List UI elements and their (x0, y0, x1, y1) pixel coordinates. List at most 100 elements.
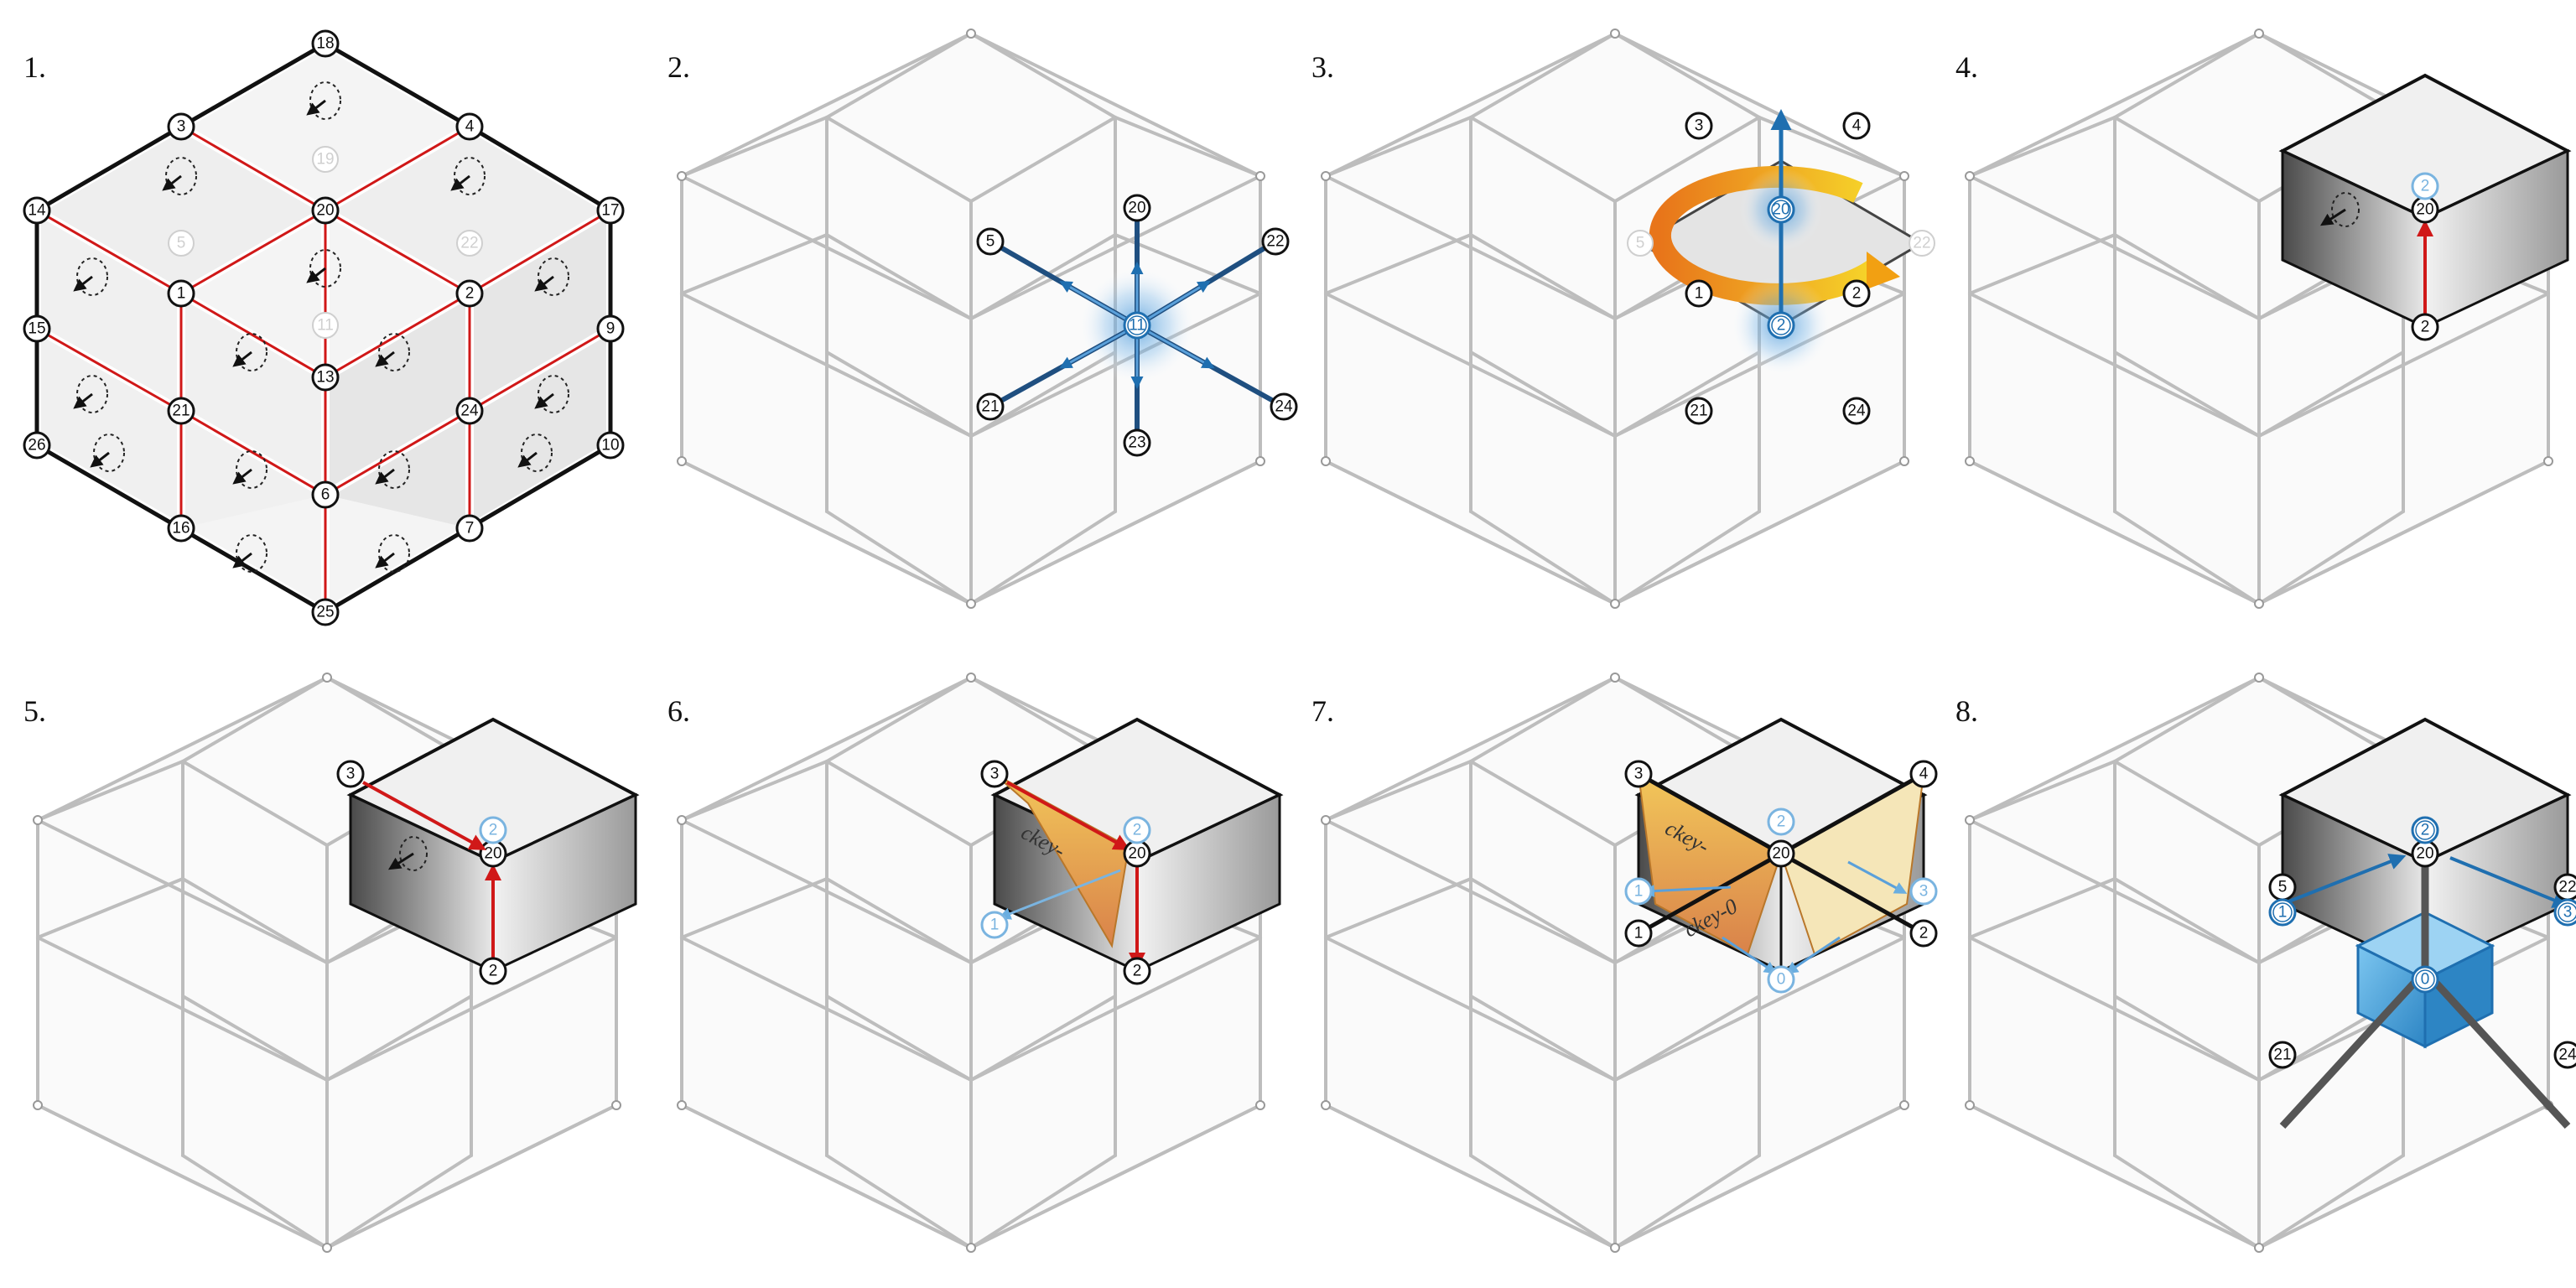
node-24 (2553, 1041, 2576, 1069)
node-1 (1624, 919, 1653, 948)
red-edge (179, 209, 327, 295)
node-22 (456, 230, 483, 257)
rotation-mark (165, 157, 197, 195)
red-arrow (362, 781, 487, 850)
node-20 (311, 196, 340, 225)
node-4 (1842, 112, 1871, 140)
edge (34, 124, 184, 213)
node-label: 22 (1266, 233, 1284, 251)
node-18 (311, 29, 340, 58)
node-label: 24 (2558, 1046, 2576, 1064)
node-label: 1 (1695, 285, 1704, 303)
panel-step-1: 1. 18 3 4 14 20 17 1 2 15 9 21 13 24 26 10 6 16 7 25 5 19 22 11 (23, 29, 625, 626)
step-number: 8. (1955, 694, 1978, 728)
node-9 (596, 314, 625, 343)
node-label: 2 (1852, 285, 1862, 303)
blue-label-1 (1624, 877, 1653, 906)
node-label: 5 (1636, 235, 1645, 252)
step-number: 6. (667, 694, 690, 728)
edge (467, 124, 613, 213)
node-label: 11 (317, 317, 334, 335)
red-edge (468, 209, 612, 295)
node-16 (167, 514, 195, 543)
node-label: 9 (606, 320, 615, 338)
red-edge (468, 327, 612, 413)
node-21 (2268, 1041, 2297, 1069)
node-25 (311, 598, 340, 626)
node-11 (312, 312, 339, 339)
node-label: 20 (1128, 200, 1145, 217)
red-edge (179, 125, 327, 212)
node-24 (1270, 392, 1298, 421)
rotation-mark (538, 257, 569, 296)
node-ring (1127, 315, 1147, 335)
node-ring (1771, 315, 1791, 335)
node-label: 24 (1275, 398, 1293, 416)
node-label: 16 (172, 520, 190, 538)
node-label: 3 (2563, 904, 2573, 922)
node-23 (1123, 428, 1151, 457)
node-label: 26 (28, 437, 45, 454)
red-edge (179, 409, 327, 496)
node-label: 0 (2421, 971, 2430, 989)
node-7 (455, 514, 484, 543)
node-3 (1685, 112, 1713, 140)
node-24 (1842, 397, 1871, 425)
step-number: 7. (1311, 694, 1334, 728)
panel-step-3: 3. 3 4 20 1 2 21 24 2 5 22 (1311, 29, 1935, 609)
red-edge (324, 292, 471, 379)
node-label: 1 (1634, 925, 1644, 943)
rotation-arrow-head (1867, 252, 1900, 289)
node-label: 4 (1919, 766, 1929, 783)
node-3 (1624, 760, 1653, 788)
node-20 (1123, 194, 1151, 222)
node-label: 24 (460, 402, 479, 420)
rotation-mark (236, 534, 267, 573)
node-20 (1767, 839, 1795, 868)
node-label: 15 (28, 320, 45, 338)
node-label: 1 (177, 285, 186, 303)
node-label: 18 (316, 35, 334, 53)
red-edge (35, 327, 183, 413)
step-number: 3. (1311, 50, 1334, 84)
node-label: 2 (489, 822, 498, 839)
node-label: 2 (1133, 822, 1142, 839)
node-label: 1 (2278, 904, 2288, 922)
node-label: 19 (316, 151, 334, 169)
node-5 (168, 230, 195, 257)
rotation-mark (76, 375, 108, 413)
node-label: 5 (177, 235, 186, 252)
step-number: 1. (23, 50, 46, 84)
node-6 (311, 480, 340, 509)
node-3 (167, 112, 195, 141)
panel-step-2: 2. 11 20 5 22 21 24 23 (667, 29, 1298, 609)
node-label: 20 (2416, 845, 2433, 863)
rod (2422, 968, 2571, 1130)
rotation-mark (399, 836, 428, 871)
node-label: 2 (1777, 813, 1786, 831)
node-13 (311, 363, 340, 392)
node-label: 20 (484, 845, 501, 863)
node-1 (1685, 279, 1713, 308)
node-label: 20 (1772, 201, 1789, 219)
edge (323, 41, 472, 129)
step-number: 2. (667, 50, 690, 84)
node-3 (980, 760, 1009, 788)
node-ring (2415, 969, 2435, 989)
node-label: 2 (1777, 317, 1786, 335)
node-label: 20 (2416, 201, 2433, 219)
node-label: 21 (172, 402, 190, 420)
node-label: 3 (1695, 117, 1704, 135)
node-label: 2 (1133, 963, 1142, 980)
node-4 (455, 112, 484, 141)
node-label: 7 (465, 520, 475, 538)
node-label: 23 (1128, 434, 1145, 452)
node-label: 2 (2421, 319, 2430, 336)
rotation-mark (93, 434, 125, 472)
node-2 (1123, 957, 1151, 985)
red-edge (324, 125, 471, 212)
faded-node-22 (1909, 230, 1935, 257)
